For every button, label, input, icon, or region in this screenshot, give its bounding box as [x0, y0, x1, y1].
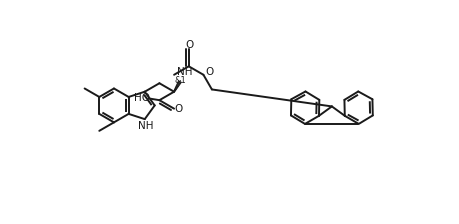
- Text: O: O: [206, 67, 214, 77]
- Text: HO: HO: [134, 93, 150, 103]
- Text: NH: NH: [177, 67, 193, 78]
- Text: O: O: [185, 40, 194, 50]
- Text: &1: &1: [175, 76, 187, 85]
- Text: NH: NH: [138, 121, 153, 131]
- Text: O: O: [174, 104, 183, 114]
